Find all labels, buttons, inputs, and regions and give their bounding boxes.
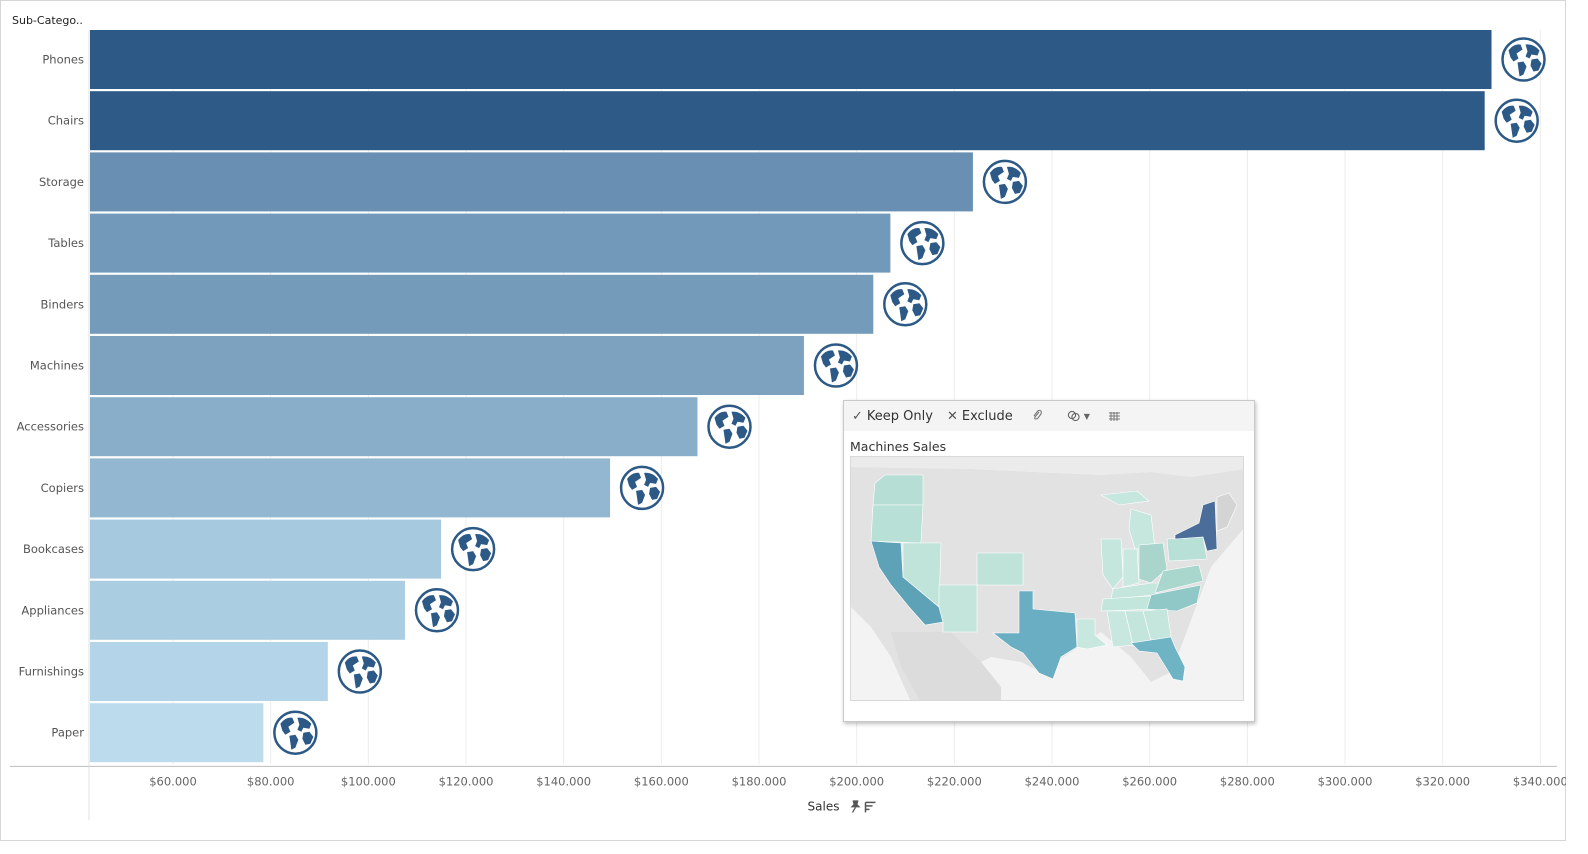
category-label[interactable]: Phones (42, 53, 84, 67)
canada-area (851, 457, 1243, 477)
state-ohio (1138, 542, 1168, 584)
globe-icon[interactable] (450, 526, 496, 572)
x-tick-label: $100.000 (341, 774, 396, 788)
exclude-button[interactable]: ✕ Exclude (947, 409, 1013, 424)
x-axis: $60.000 $80.000 $100.000 $120.000 $140.000 $1… (10, 30, 1566, 820)
globe-icon[interactable] (900, 220, 945, 266)
bar-paper[interactable] (90, 703, 264, 763)
globe-icon[interactable] (414, 588, 460, 633)
x-tick-label: $220.000 (927, 774, 982, 788)
globe-icon[interactable] (619, 465, 665, 511)
sub-category-header[interactable]: Sub-Catego.. (12, 14, 83, 27)
x-tick-label: $340.000 (1513, 774, 1566, 788)
category-labels: Phones Chairs Storage Tables Binders Machines… (17, 53, 85, 740)
pin-icon[interactable] (850, 800, 861, 813)
category-label[interactable]: Storage (39, 175, 84, 189)
us-map-svg (851, 457, 1243, 700)
exclude-label: Exclude (961, 408, 1013, 424)
bar-phones[interactable] (90, 30, 1492, 89)
x-tick-label: $280.000 (1220, 774, 1275, 788)
globe-icon[interactable] (883, 282, 928, 327)
globe-icon[interactable] (1501, 37, 1546, 82)
category-label[interactable]: Tables (47, 236, 84, 250)
category-label[interactable]: Machines (30, 359, 84, 373)
state-texas (992, 590, 1078, 680)
view-data-icon[interactable] (1108, 411, 1121, 422)
state-louisiana (1076, 618, 1108, 650)
chevron-down-icon: ▼ (1083, 411, 1090, 421)
category-label[interactable]: Binders (41, 297, 84, 311)
tooltip-toolbar: ✓ Keep Only ✕ Exclude ▼ (844, 401, 1254, 431)
state-illinois (1100, 538, 1124, 590)
x-axis-title[interactable]: Sales (808, 799, 840, 813)
x-tick-label: $200.000 (829, 774, 884, 788)
globe-icon[interactable] (813, 343, 859, 388)
category-label[interactable]: Bookcases (23, 542, 84, 556)
state-new-england (1216, 492, 1238, 532)
x-tick-label: $60.000 (149, 774, 197, 788)
category-label[interactable]: Accessories (17, 420, 84, 434)
state-california (870, 540, 944, 626)
mexico-area (891, 632, 1001, 700)
state-michigan-up (1100, 490, 1150, 506)
globe-icon[interactable] (707, 404, 752, 449)
x-icon: ✕ (946, 408, 958, 424)
tooltip-title: Machines Sales (850, 439, 947, 454)
state-arizona (938, 584, 978, 633)
state-north-carolina (1146, 584, 1202, 612)
bar-machines[interactable] (90, 336, 804, 395)
bar-chart: Phones Chairs Storage Tables Binders Machines… (10, 30, 1566, 820)
category-label[interactable]: Furnishings (19, 665, 84, 679)
x-tick-label: $180.000 (732, 774, 787, 788)
bars (90, 30, 1492, 763)
bar-storage[interactable] (90, 152, 973, 212)
bar-bookcases[interactable] (90, 519, 442, 579)
check-icon: ✓ (852, 408, 863, 424)
state-pennsylvania (1166, 536, 1208, 562)
x-tick-label: $240.000 (1025, 774, 1080, 788)
bar-tables[interactable] (90, 213, 891, 273)
state-colorado (976, 552, 1024, 586)
bar-copiers[interactable] (90, 458, 611, 518)
globe-icon[interactable] (1494, 98, 1539, 143)
x-tick-label: $160.000 (634, 774, 689, 788)
globe-markers (273, 37, 1546, 755)
keep-only-label: Keep Only (866, 408, 933, 424)
paperclip-icon[interactable] (1031, 409, 1043, 423)
keep-only-button[interactable]: ✓ Keep Only (852, 409, 933, 424)
bar-accessories[interactable] (90, 397, 698, 457)
x-tick-label: $140.000 (536, 774, 591, 788)
bar-furnishings[interactable] (90, 642, 328, 701)
bar-binders[interactable] (90, 274, 874, 334)
globe-icon[interactable] (273, 710, 318, 755)
state-michigan (1128, 508, 1156, 550)
category-label[interactable]: Chairs (48, 114, 84, 128)
x-tick-label: $120.000 (439, 774, 494, 788)
state-virginia (1154, 564, 1204, 594)
state-oregon (870, 504, 924, 544)
x-tick-label: $320.000 (1415, 774, 1470, 788)
bar-appliances[interactable] (90, 580, 405, 640)
us-map[interactable] (850, 456, 1244, 701)
category-label[interactable]: Copiers (41, 481, 84, 495)
sort-icon[interactable] (864, 801, 876, 813)
tooltip-panel[interactable]: ✓ Keep Only ✕ Exclude ▼ Machines Sales (843, 400, 1255, 722)
globe-icon[interactable] (982, 159, 1028, 205)
bar-chairs[interactable] (90, 91, 1485, 151)
group-icon[interactable]: ▼ (1067, 410, 1090, 422)
category-label[interactable]: Paper (51, 726, 84, 740)
state-florida (1130, 636, 1186, 682)
state-washington (872, 474, 924, 506)
state-new-york (1174, 500, 1218, 552)
x-tick-label: $80.000 (247, 774, 295, 788)
category-label[interactable]: Appliances (21, 603, 84, 617)
globe-icon[interactable] (337, 649, 383, 694)
x-tick-label: $260.000 (1122, 774, 1177, 788)
x-tick-label: $300.000 (1318, 774, 1373, 788)
state-indiana (1122, 548, 1140, 588)
